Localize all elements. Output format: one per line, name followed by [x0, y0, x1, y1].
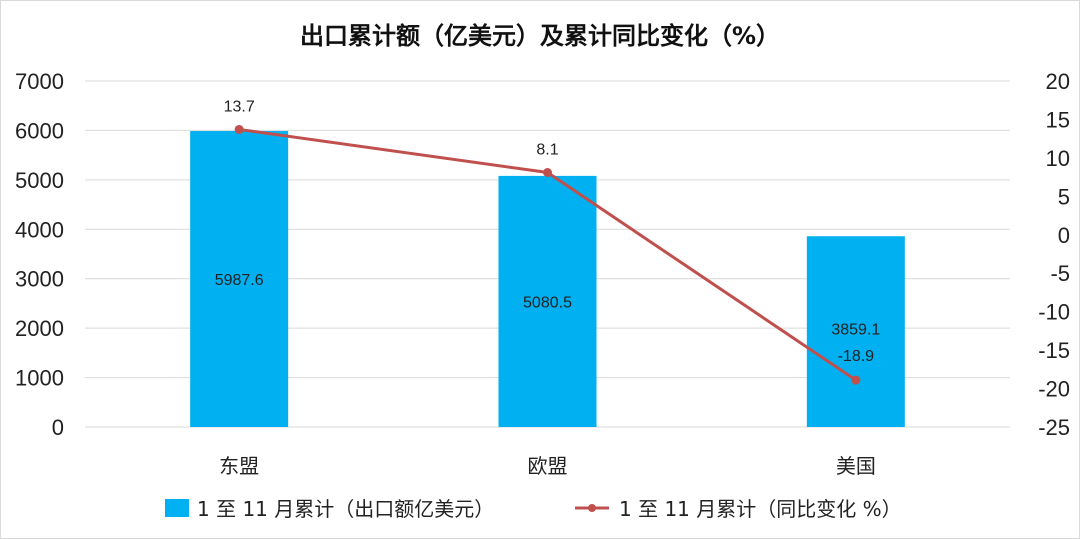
bar: [498, 175, 597, 427]
legend: 1 至 11 月累计（出口额亿美元） 1 至 11 月累计（同比变化 %）: [165, 497, 902, 521]
y2-tick-label: -10: [1038, 300, 1070, 325]
bar-data-label: 5987.6: [215, 272, 264, 289]
y-tick-label: 2000: [15, 316, 64, 341]
y-axis-ticks: 0 1000 2000 3000 4000 5000 6000 7000: [15, 69, 64, 440]
y2-tick-label: 0: [1058, 223, 1070, 248]
y2-axis-ticks: -25 -20 -15 -10 -5 0 5 10 15 20: [1038, 69, 1070, 440]
line-data-label: 13.7: [224, 98, 255, 115]
x-axis-categories: 东盟 欧盟 美国: [219, 454, 876, 478]
y-tick-label: 7000: [15, 69, 64, 94]
line-data-label: 8.1: [536, 141, 558, 158]
y2-tick-label: 15: [1046, 107, 1070, 132]
y-tick-label: 0: [52, 415, 64, 440]
y-tick-label: 4000: [15, 217, 64, 242]
bar-data-label: 3859.1: [831, 321, 880, 338]
y-tick-label: 6000: [15, 118, 64, 143]
category-label: 东盟: [219, 454, 259, 478]
legend-bar-label: 1 至 11 月累计（出口额亿美元）: [197, 497, 494, 521]
line-point: [543, 167, 552, 177]
category-label: 美国: [836, 454, 876, 478]
legend-line-label: 1 至 11 月累计（同比变化 %）: [619, 497, 902, 521]
y2-tick-label: -5: [1050, 261, 1070, 286]
legend-bar-swatch: [165, 499, 189, 517]
y-tick-label: 3000: [15, 267, 64, 292]
line-point: [851, 375, 861, 385]
y-tick-label: 1000: [15, 366, 64, 391]
y2-tick-label: -25: [1038, 415, 1070, 440]
y2-tick-label: -15: [1038, 338, 1070, 363]
y-tick-label: 5000: [15, 168, 64, 193]
legend-line-marker: [588, 504, 596, 512]
line-point: [234, 124, 244, 134]
bar-series: 5987.6 5080.5 3859.1: [190, 131, 905, 427]
line-data-label: -18.9: [838, 348, 875, 365]
y2-tick-label: 20: [1046, 69, 1070, 94]
chart-title: 出口累计额（亿美元）及累计同比变化（%）: [300, 22, 780, 50]
y2-tick-label: 10: [1046, 146, 1070, 171]
category-label: 欧盟: [528, 454, 568, 478]
bar: [190, 131, 289, 427]
y2-tick-label: -20: [1038, 377, 1070, 402]
bar-data-label: 5080.5: [523, 294, 572, 311]
bar: [806, 236, 905, 427]
y2-tick-label: 5: [1058, 184, 1070, 209]
line-series: 13.7 8.1 -18.9: [224, 98, 875, 385]
